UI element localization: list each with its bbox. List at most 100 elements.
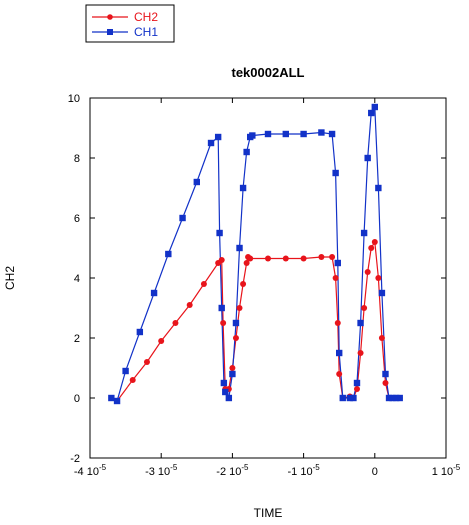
data-point-ch1 [389,394,396,402]
series-lines [111,104,400,402]
x-tick-label: 0 [372,466,378,478]
series-markers [108,103,403,405]
data-point-ch1 [360,229,368,237]
data-point-ch2 [158,338,165,344]
data-point-ch1 [165,250,172,258]
data-point-ch1 [357,319,364,327]
data-point-ch2 [232,335,239,341]
data-point-ch2 [361,305,368,311]
data-point-ch1 [378,289,386,297]
data-point-ch2 [229,365,236,371]
data-point-ch1 [113,397,121,405]
data-point-ch1 [336,349,343,357]
y-tick-label: 0 [74,393,80,405]
data-point-ch1 [385,394,393,402]
data-point-ch1 [179,214,186,222]
data-point-ch1 [216,229,223,237]
y-tick-label: -2 [70,453,80,465]
data-point-ch2 [336,371,343,377]
data-point-ch1 [122,367,129,375]
data-point-ch1 [222,388,229,396]
y-tick-label: 4 [74,273,80,285]
data-point-ch2 [129,377,136,383]
data-point-ch1 [350,394,357,402]
data-point-ch2 [240,281,247,287]
data-point-ch2 [243,260,250,266]
data-point-ch2 [329,254,336,260]
data-point-ch2 [354,386,360,392]
x-tick-label: -3 10-5 [145,463,178,478]
legend-ch2-label: CH2 [134,10,158,24]
data-point-ch2 [282,255,289,262]
data-point-ch1 [249,132,256,139]
data-point-ch1 [382,370,389,378]
data-point-ch2 [382,380,389,386]
x-axis-title: TIME [254,506,283,520]
data-point-ch1 [346,394,354,402]
data-point-ch1 [220,379,228,387]
legend-ch2-marker [107,14,113,20]
legend-box [85,4,175,43]
series-line-ch1 [111,104,400,402]
y-tick-label: 6 [74,213,80,225]
plot-frame [89,97,447,459]
data-point-ch2 [371,239,378,245]
data-point-ch1 [243,148,250,156]
data-point-ch1 [239,184,247,192]
series-line-ch2 [111,240,400,402]
data-point-ch2 [332,275,339,281]
data-point-ch2 [364,269,371,275]
y-axis-title: CH2 [3,266,17,290]
data-point-ch1 [264,130,272,138]
legend-ch1-label: CH1 [134,25,158,39]
data-point-ch1 [225,394,233,402]
data-point-ch1 [332,169,339,177]
data-point-ch1 [328,130,336,138]
legend-ch1-marker [107,29,113,35]
axis-ticks: -4 10-5 -3 10-5 -2 10-5 -1 10-5 0 1 10-5 -2 0 2 4… [68,93,461,478]
data-point-ch2 [334,320,341,326]
data-point-ch1 [371,103,378,111]
y-tick-label: 2 [74,333,80,345]
x-tick-label: -2 10-5 [216,463,249,478]
y-tick-label: 10 [68,93,80,105]
data-point-ch2 [200,281,207,287]
data-point-ch1 [368,109,375,117]
data-point-ch1 [364,154,371,162]
data-point-ch1 [108,394,115,402]
data-point-ch1 [214,133,222,141]
data-point-ch2 [218,257,225,263]
data-point-ch2 [143,359,150,365]
data-point-ch1 [193,178,200,186]
data-point-ch1 [375,184,382,192]
data-point-ch2 [357,350,364,356]
data-point-ch1 [392,394,400,402]
y-tick-label: 8 [74,153,80,165]
x-tick-label: -1 10-5 [287,463,320,478]
data-point-ch1 [339,394,346,402]
data-point-ch2 [375,275,382,281]
data-point-ch1 [136,328,144,336]
data-point-ch2 [172,320,179,326]
data-point-ch1 [236,244,243,252]
data-point-ch2 [318,254,325,260]
data-point-ch1 [318,129,325,136]
data-point-ch2 [368,245,375,251]
data-point-ch1 [207,139,215,147]
data-point-ch1 [218,304,225,312]
data-point-ch2 [236,305,243,311]
data-point-ch2 [220,320,227,326]
data-point-ch2 [186,302,193,308]
data-point-ch2 [300,255,307,262]
data-point-ch1 [282,130,289,138]
data-point-ch2 [378,335,385,341]
data-point-ch1 [353,379,361,387]
data-point-ch1 [396,394,403,402]
data-point-ch1 [150,289,158,297]
x-tick-label: 1 10-5 [432,463,461,478]
data-point-ch1 [229,370,236,378]
chart-title: tek0002ALL [232,65,305,80]
data-point-ch1 [232,319,240,327]
data-point-ch2 [247,255,254,262]
